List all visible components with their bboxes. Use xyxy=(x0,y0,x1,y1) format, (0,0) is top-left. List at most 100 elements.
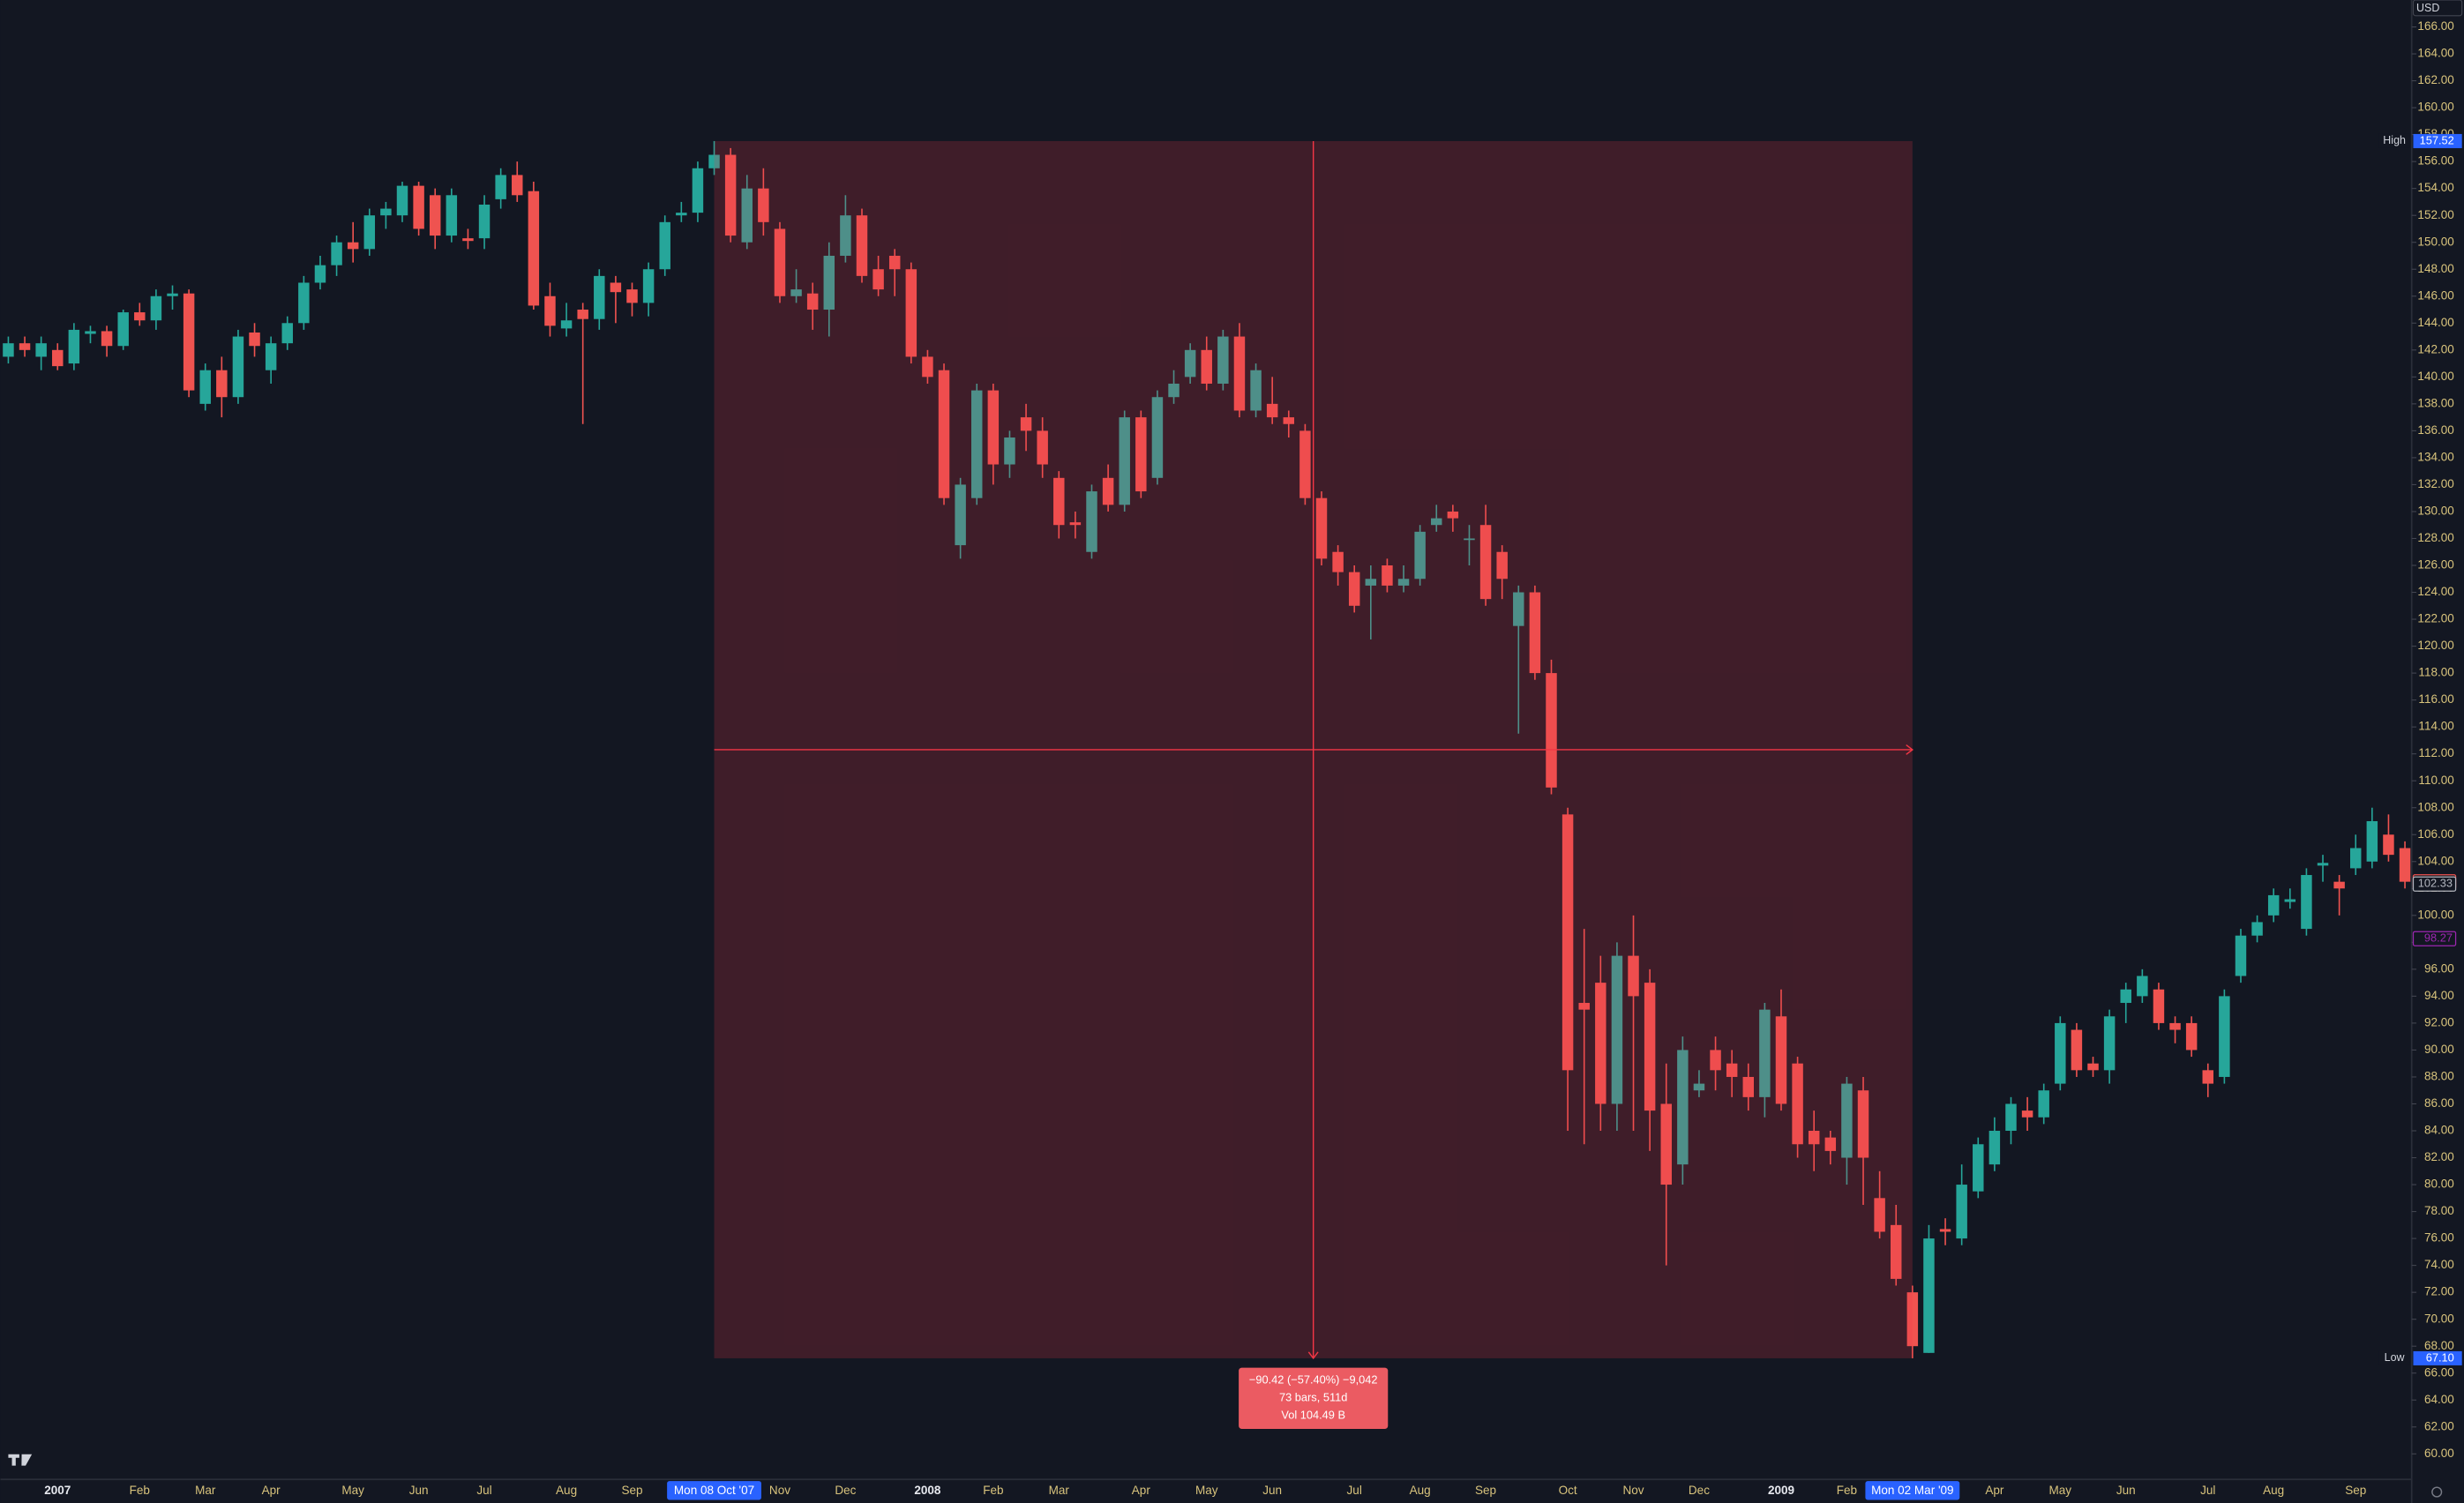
y-tick-label: 148.00 xyxy=(2417,262,2453,275)
candle-body xyxy=(1020,417,1032,431)
candle-body xyxy=(1513,592,1524,626)
candle-body xyxy=(577,310,588,319)
candle-body xyxy=(1135,417,1147,492)
marker-box xyxy=(2413,133,2462,148)
candle-body xyxy=(2349,848,2362,869)
y-tick-label: 106.00 xyxy=(2417,827,2453,841)
price-label: 102.33 xyxy=(2418,877,2453,890)
y-tick-label: 110.00 xyxy=(2418,774,2453,787)
candle-body xyxy=(610,282,622,293)
candle-body xyxy=(642,269,655,303)
y-tick-label: 166.00 xyxy=(2417,19,2453,33)
price-axis xyxy=(2411,0,2464,1503)
candle-body xyxy=(1677,1050,1689,1165)
marker-tag xyxy=(2378,133,2410,148)
y-tick-label: 118.00 xyxy=(2418,666,2453,679)
y-tick-label: 120.00 xyxy=(2417,639,2453,652)
candle-body xyxy=(1332,551,1344,572)
candle-body xyxy=(938,370,950,498)
y-tick-label: 96.00 xyxy=(2424,961,2454,975)
candle-body xyxy=(68,329,80,364)
candle-body xyxy=(2071,1029,2083,1071)
x-tick-label: Sep xyxy=(1475,1484,1496,1497)
candle-body xyxy=(2317,863,2329,866)
y-tick-label: 112.00 xyxy=(2418,746,2453,759)
price-label: 98.27 xyxy=(2424,931,2453,945)
y-tick-label: 140.00 xyxy=(2417,370,2453,383)
marker-label: High xyxy=(2383,134,2406,146)
candle-body xyxy=(528,191,540,306)
candle-body xyxy=(2103,1016,2116,1071)
x-tick-label: May xyxy=(1195,1484,1218,1497)
candle-body xyxy=(1923,1238,1935,1353)
y-tick-label: 150.00 xyxy=(2417,235,2453,248)
y-tick-label: 94.00 xyxy=(2424,989,2454,1002)
marker-price: 157.52 xyxy=(2420,133,2454,146)
candle-body xyxy=(594,275,605,319)
candle-body xyxy=(1988,1131,2001,1165)
candle-body xyxy=(1824,1137,1837,1151)
y-tick-label: 80.00 xyxy=(2424,1178,2454,1191)
candle-body xyxy=(724,154,737,236)
marker-box xyxy=(2413,1350,2462,1365)
y-tick-label: 78.00 xyxy=(2424,1204,2454,1217)
candle-body xyxy=(1611,955,1623,1104)
candle-body xyxy=(2169,1022,2181,1030)
candle-body xyxy=(1086,491,1097,552)
x-tick-label: Mon 08 Oct '07 xyxy=(674,1484,754,1497)
y-tick-label: 114.00 xyxy=(2418,720,2453,733)
x-tick-label: Apr xyxy=(262,1484,281,1497)
candle-body xyxy=(1628,955,1639,997)
candle-body xyxy=(232,336,244,398)
candle-body xyxy=(1973,1144,1984,1192)
candle-body xyxy=(840,215,851,256)
x-tick-label: Jun xyxy=(2116,1484,2136,1497)
candle-body xyxy=(2005,1103,2017,1132)
candle-body xyxy=(1299,430,1311,498)
y-tick-label: 62.00 xyxy=(2424,1419,2454,1432)
candle-body xyxy=(1168,383,1180,398)
x-tick-label: Aug xyxy=(556,1484,577,1497)
candle-body xyxy=(1233,336,1246,411)
candle-body xyxy=(873,269,884,290)
candle-body xyxy=(101,331,113,347)
candle-body xyxy=(396,185,408,216)
candle-body xyxy=(1201,349,1212,384)
x-tick-label: Jun xyxy=(409,1484,429,1497)
candle-body xyxy=(1578,1003,1590,1010)
candle-body xyxy=(1775,1016,1787,1104)
candle-body xyxy=(1037,430,1048,465)
y-tick-label: 82.00 xyxy=(2424,1150,2454,1163)
candle-body xyxy=(1397,579,1410,586)
candle-body xyxy=(2383,834,2394,856)
candle-body xyxy=(2055,1022,2066,1084)
y-tick-label: 124.00 xyxy=(2417,585,2453,598)
x-tick-label: Apr xyxy=(1985,1484,2004,1497)
candle-body xyxy=(512,175,523,196)
y-tick-label: 74.00 xyxy=(2424,1258,2454,1271)
candle-body xyxy=(806,293,819,310)
candle-body xyxy=(1891,1224,1902,1279)
candle-body xyxy=(1546,673,1557,788)
x-tick-label: Jul xyxy=(476,1484,491,1497)
candle-body xyxy=(856,215,868,276)
candle-body xyxy=(1382,565,1393,586)
candle-body xyxy=(52,349,64,367)
candle-body xyxy=(708,154,720,168)
y-tick-label: 132.00 xyxy=(2417,477,2453,490)
measure-text: 73 bars, 511d xyxy=(1279,1390,1347,1403)
candle-body xyxy=(2399,848,2411,882)
x-tick-label: Jul xyxy=(2200,1484,2215,1497)
x-tick-label: Nov xyxy=(1622,1484,1644,1497)
candle-body xyxy=(955,484,966,546)
candle-body xyxy=(1315,497,1328,559)
settings-icon[interactable] xyxy=(2431,1486,2443,1498)
y-tick-label: 116.00 xyxy=(2418,692,2453,706)
currency-box[interactable] xyxy=(2412,0,2463,17)
x-highlight xyxy=(1865,1481,1960,1500)
candle-body xyxy=(1464,538,1475,541)
y-tick-label: 122.00 xyxy=(2417,612,2453,625)
y-tick-label: 108.00 xyxy=(2417,800,2453,813)
x-tick-label: May xyxy=(341,1484,364,1497)
candle-body xyxy=(1808,1131,1820,1145)
